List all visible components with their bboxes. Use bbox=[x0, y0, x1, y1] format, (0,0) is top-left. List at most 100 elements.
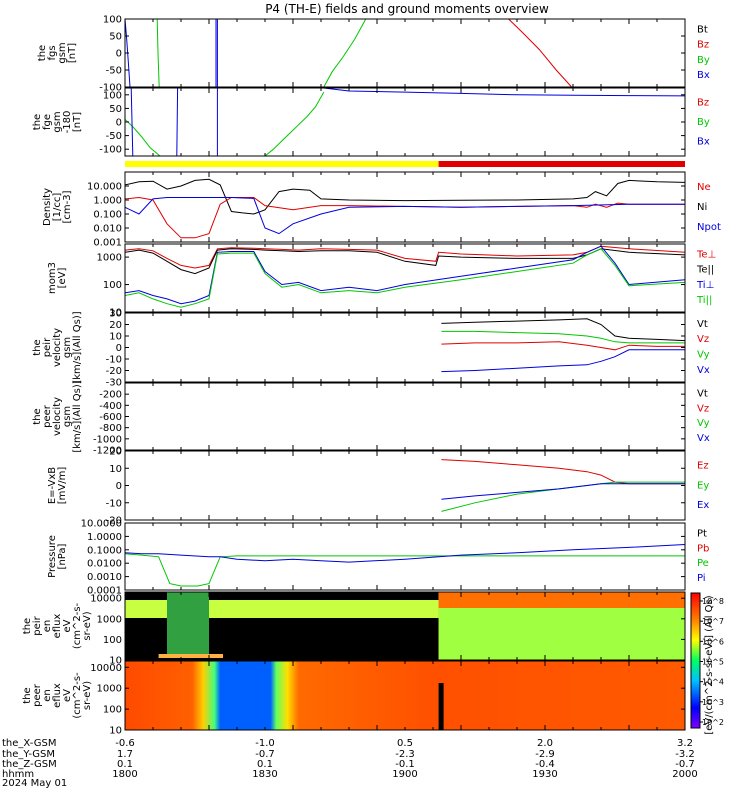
legend-Pb: Pb bbox=[697, 543, 709, 554]
colorbar-label: [eV/(cm^2-s-sr-eV)] (All Qs) bbox=[704, 595, 715, 734]
series-Bx bbox=[215, 18, 218, 87]
legend-Vx: Vx bbox=[697, 365, 710, 376]
xaxis-tick-label: 2000 bbox=[672, 769, 697, 780]
ylabel-line: fge bbox=[42, 114, 53, 130]
ytick-label: -10 bbox=[106, 498, 122, 509]
colorbar-tick-label: 10^6 bbox=[702, 637, 724, 646]
series-By bbox=[264, 91, 325, 157]
spectrogram-band bbox=[438, 608, 685, 660]
ytick-label: 1.000 bbox=[93, 196, 122, 207]
series-Ez bbox=[441, 459, 685, 485]
ytick-label: 10000 bbox=[90, 663, 122, 674]
xaxis-row-label: the_Z-GSM bbox=[2, 759, 57, 770]
ylabel-line: fgs bbox=[47, 45, 58, 60]
series-Bz bbox=[508, 18, 572, 88]
ylabel-line: gsm bbox=[62, 337, 73, 358]
ylabel-line: peer bbox=[32, 683, 43, 707]
figure-title: P4 (TH-E) fields and ground moments over… bbox=[265, 2, 549, 16]
series-Ni bbox=[124, 178, 686, 215]
legend-Vt: Vt bbox=[697, 319, 708, 330]
series-Vy bbox=[441, 330, 685, 344]
ylabel-line: en bbox=[42, 620, 53, 633]
ytick-label: -200 bbox=[99, 390, 122, 401]
ytick-label: -10 bbox=[106, 355, 122, 366]
ylabel-line: en bbox=[42, 689, 53, 702]
ylabel-line: the bbox=[22, 618, 33, 634]
ylabel-line: -180 bbox=[62, 111, 73, 134]
ytick-label: 100 bbox=[103, 90, 122, 101]
legend-By: By bbox=[697, 55, 710, 66]
legend-Ey: Ey bbox=[697, 480, 709, 491]
legend-Bz: Bz bbox=[697, 40, 709, 51]
ylabel-line: gsm bbox=[52, 111, 63, 132]
xaxis-tick-label: 1830 bbox=[252, 769, 277, 780]
series-Vt bbox=[441, 318, 686, 342]
colorbar-tick-label: 10^8 bbox=[702, 597, 724, 606]
ylabel-line: sr-eV) bbox=[82, 681, 93, 710]
ytick-label: -800 bbox=[99, 423, 122, 434]
colorbar-tick-label: 10^7 bbox=[702, 617, 724, 626]
legend-Te||: Te|| bbox=[696, 265, 714, 276]
legend-Bt: Bt bbox=[697, 25, 708, 36]
ytick-label: 10 bbox=[109, 726, 122, 737]
ytick-label: -1200 bbox=[93, 446, 122, 457]
series-Ti⊥ bbox=[124, 245, 686, 305]
legend-Vy: Vy bbox=[697, 418, 710, 429]
ytick-label: 0 bbox=[116, 118, 122, 129]
ytick-label: 50 bbox=[109, 32, 122, 43]
series-Npot bbox=[124, 197, 685, 235]
ylabel-line: the bbox=[37, 45, 48, 61]
xaxis-tick-label: 1900 bbox=[392, 769, 417, 780]
panel-peir_spectrogram: 10000 1000 100 10 bbox=[90, 591, 686, 667]
ytick-label: 100 bbox=[103, 15, 122, 26]
ytick-label: 0.0100 bbox=[87, 559, 122, 570]
legend-Pe: Pe bbox=[697, 558, 709, 569]
ylabel-line: the bbox=[22, 687, 33, 703]
xaxis-row-label: the_Y-GSM bbox=[2, 749, 55, 760]
ytick-label: 0 bbox=[116, 343, 122, 354]
colorbar-tick-label: 10^5 bbox=[702, 658, 724, 667]
series-Bx bbox=[124, 18, 131, 88]
ylabel-line: gsm bbox=[57, 42, 68, 63]
ylabel-line: [cm-3] bbox=[62, 190, 73, 223]
ytick-label: -100 bbox=[99, 83, 122, 94]
ytick-label: 0 bbox=[116, 481, 122, 492]
legend-Npot: Npot bbox=[697, 222, 721, 233]
panel-fgs: 100 50 0 -50 -100 bbox=[99, 15, 686, 94]
ylabel-line: Pressure bbox=[47, 535, 58, 578]
xaxis-tick-label: 0.1 bbox=[117, 759, 133, 770]
legend-Vz: Vz bbox=[697, 334, 709, 345]
ylabel-line: the bbox=[32, 339, 43, 355]
xaxis-row-label: hhmm bbox=[2, 769, 34, 780]
ylabel: the peir en eflux eV (cm^2-s-sr-eV) bbox=[22, 602, 93, 649]
ytick-label: 100 bbox=[103, 635, 122, 646]
legend-Bx: Bx bbox=[697, 70, 710, 81]
ylabel-line: peer bbox=[42, 404, 53, 428]
xaxis-tick-label: 1800 bbox=[112, 769, 137, 780]
ylabel-line: [1/cc] bbox=[52, 193, 63, 222]
ytick-label: 30 bbox=[109, 309, 122, 320]
ytick-label: 10.000 bbox=[87, 182, 122, 193]
panel-pressure: 10.0000 1.0000 0.1000 0.0100 0.0010 0.0001 bbox=[81, 519, 686, 597]
ytick-label: -50 bbox=[106, 131, 122, 142]
xaxis-tick-label: -3.2 bbox=[675, 749, 695, 760]
colorbar-tick-label: 10^4 bbox=[702, 678, 724, 687]
panel-frame bbox=[124, 18, 686, 88]
ytick-label: 0.1000 bbox=[87, 545, 122, 556]
ytick-label: 0.0010 bbox=[87, 572, 122, 583]
series-Vz bbox=[441, 341, 685, 351]
legend-Ex: Ex bbox=[697, 500, 709, 511]
legend-Ne: Ne bbox=[697, 182, 711, 193]
panel-efield: 20 10 0 -10 -20 bbox=[106, 447, 686, 527]
ytick-label: 20 bbox=[109, 320, 122, 331]
ytick-label: 1.0000 bbox=[87, 532, 122, 543]
xaxis-row-label: the_X-GSM bbox=[2, 738, 56, 749]
series-Ti|| bbox=[124, 248, 686, 308]
ytick-label: 0 bbox=[116, 49, 122, 60]
ytick-label: 1000 bbox=[97, 614, 122, 625]
series-Pe bbox=[124, 553, 685, 587]
series-Bx bbox=[323, 87, 686, 97]
